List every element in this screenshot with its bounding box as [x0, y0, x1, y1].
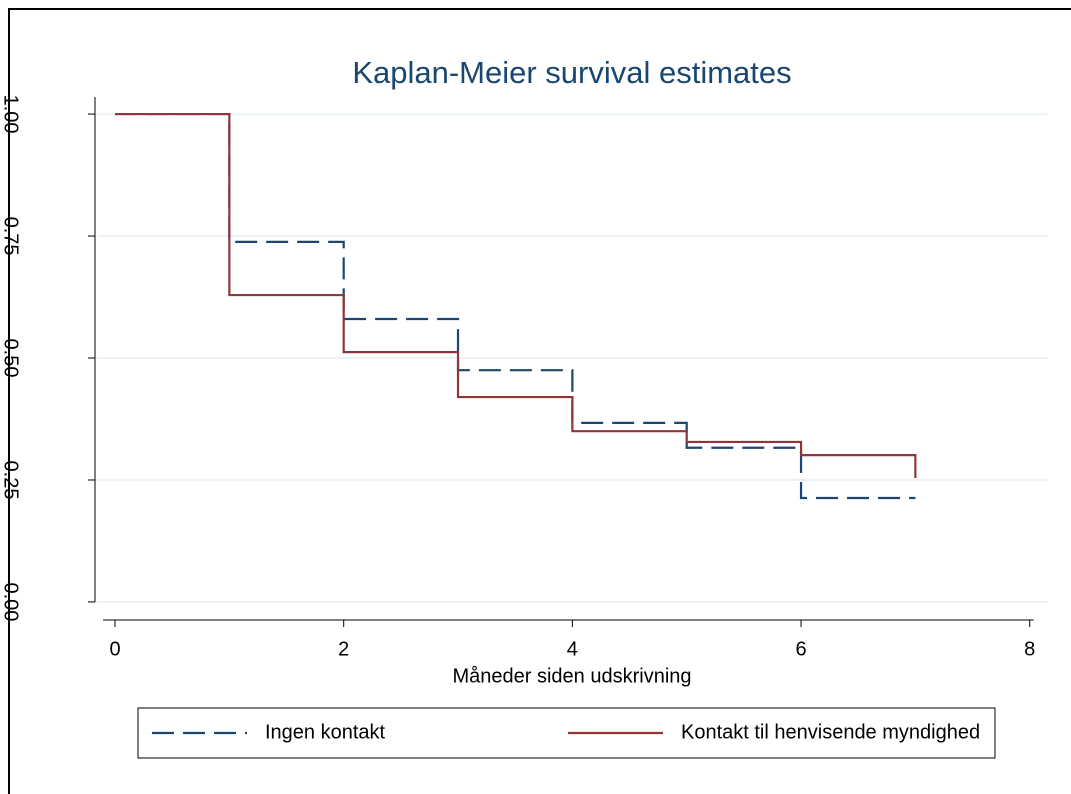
x-tick-label: 2: [338, 638, 349, 660]
legend-label: Ingen kontakt: [265, 721, 386, 743]
survival-line: [115, 112, 916, 500]
y-tick-label: 0.75: [0, 217, 22, 256]
y-tick-label: 0.25: [0, 461, 22, 500]
y-tick-label: 1.00: [0, 95, 22, 134]
x-axis-label: Måneder siden udskrivning: [452, 665, 691, 687]
y-tick-label: 0.50: [0, 339, 22, 378]
legend-box: [137, 707, 996, 759]
legend-label: Kontakt til henvisende myndighed: [681, 721, 980, 743]
x-tick-label: 8: [1024, 638, 1035, 660]
frame: [8, 8, 1071, 794]
x-tick-label: 0: [109, 638, 120, 660]
x-tick-label: 6: [795, 638, 806, 660]
chart-title: Kaplan-Meier survival estimates: [352, 55, 791, 90]
x-tick-label: 4: [567, 638, 578, 660]
survival-line: [115, 112, 917, 479]
y-tick-label: 0.00: [0, 582, 22, 621]
